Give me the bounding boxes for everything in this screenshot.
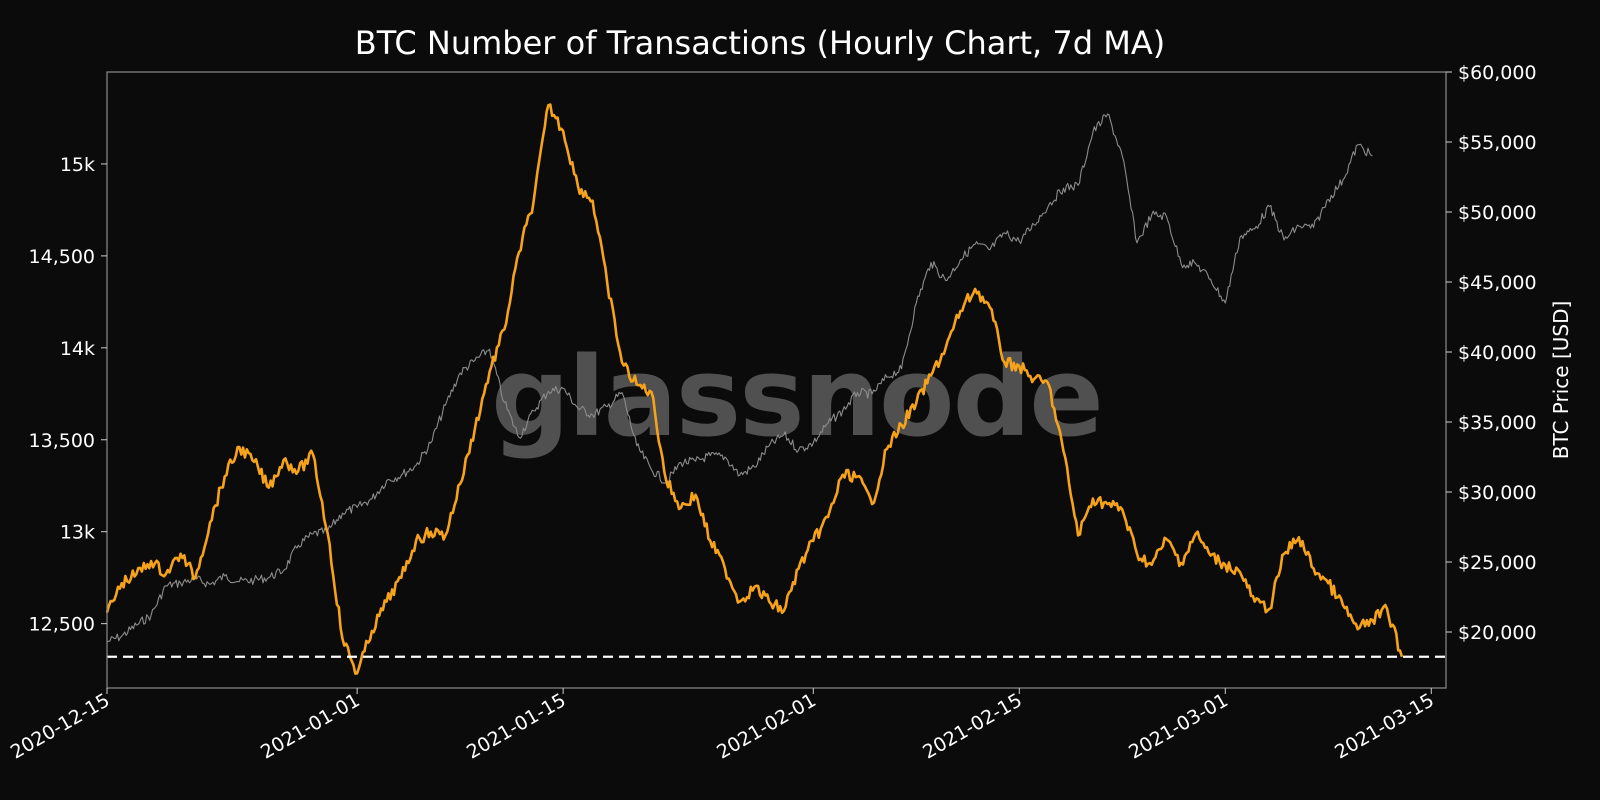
y-right-tick-label: $20,000 xyxy=(1458,622,1537,644)
transactions-line xyxy=(105,103,1404,675)
y-left-tick-label: 14,500 xyxy=(29,246,95,268)
y-right-tick-label: $25,000 xyxy=(1458,552,1537,574)
chart-title: BTC Number of Transactions (Hourly Chart… xyxy=(354,24,1166,62)
y-right-axis-label: BTC Price [USD] xyxy=(1549,301,1573,460)
y-left-tick-label: 13,500 xyxy=(29,430,95,452)
y-left-tick-label: 13k xyxy=(60,522,95,544)
y-right-tick-label: $45,000 xyxy=(1458,272,1537,294)
y-left-tick-label: 15k xyxy=(60,154,95,176)
y-right-tick-label: $55,000 xyxy=(1458,132,1537,154)
btc-price-line xyxy=(106,113,1373,643)
y-right-tick-label: $50,000 xyxy=(1458,202,1537,224)
y-right-tick-label: $40,000 xyxy=(1458,342,1537,364)
plot-frame xyxy=(106,71,1447,689)
y-right-tick-label: $35,000 xyxy=(1458,412,1537,434)
y-right-tick-label: $60,000 xyxy=(1458,62,1537,84)
y-left-tick-label: 12,500 xyxy=(29,614,95,636)
y-left-tick-label: 14k xyxy=(60,338,95,360)
watermark-text: glassnode xyxy=(491,333,1102,461)
y-right-tick-label: $30,000 xyxy=(1458,482,1537,504)
